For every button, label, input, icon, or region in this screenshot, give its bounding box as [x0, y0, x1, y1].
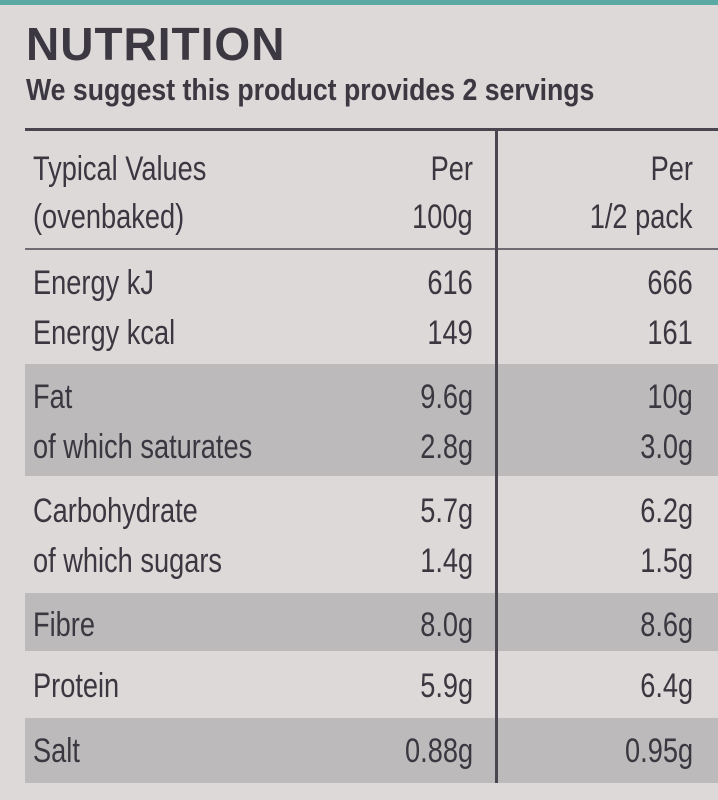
nutrition-table: Typical Values (ovenbaked) Per 100g Per … — [25, 128, 718, 783]
row-label: Fibre — [33, 606, 95, 644]
table-top-rule — [25, 128, 718, 131]
row-per100: 5.7g — [420, 492, 473, 530]
row-label: Salt — [33, 732, 80, 770]
row-per100: 1.4g — [420, 542, 473, 580]
nutrition-heading: NUTRITION — [26, 18, 286, 70]
row-per100: 8.0g — [420, 606, 473, 644]
band-fat — [25, 364, 718, 476]
row-per100: 149 — [427, 314, 473, 352]
row-perhalf: 8.6g — [640, 606, 693, 644]
row-label: Protein — [33, 667, 120, 705]
row-per100: 0.88g — [404, 732, 473, 770]
header-label-line2: (ovenbaked) — [33, 198, 185, 236]
row-perhalf: 6.2g — [640, 492, 693, 530]
header-col1-line1: Per — [430, 150, 473, 188]
band-salt — [25, 718, 718, 783]
row-perhalf: 0.95g — [624, 732, 693, 770]
row-per100: 616 — [427, 264, 473, 302]
header-col1-line2: 100g — [412, 198, 473, 236]
row-perhalf: 3.0g — [640, 428, 693, 466]
band-fibre — [25, 593, 718, 651]
row-label: of which saturates — [33, 428, 253, 466]
column-divider — [495, 128, 498, 783]
row-per100: 5.9g — [420, 667, 473, 705]
row-label: Fat — [33, 378, 73, 416]
row-per100: 2.8g — [420, 428, 473, 466]
row-perhalf: 6.4g — [640, 667, 693, 705]
row-label: Energy kcal — [33, 314, 176, 352]
header-label-line1: Typical Values — [33, 150, 207, 188]
servings-subtitle: We suggest this product provides 2 servi… — [26, 72, 595, 107]
header-col2-line1: Per — [650, 150, 693, 188]
row-perhalf: 666 — [647, 264, 693, 302]
row-perhalf: 161 — [647, 314, 693, 352]
header-col2-line2: 1/2 pack — [590, 198, 693, 236]
row-perhalf: 10g — [647, 378, 693, 416]
row-perhalf: 1.5g — [640, 542, 693, 580]
row-label: of which sugars — [33, 542, 222, 580]
row-per100: 9.6g — [420, 378, 473, 416]
row-label: Energy kJ — [33, 264, 154, 302]
header-rule — [25, 248, 718, 250]
teal-top-strip — [0, 0, 718, 5]
row-label: Carbohydrate — [33, 492, 198, 530]
